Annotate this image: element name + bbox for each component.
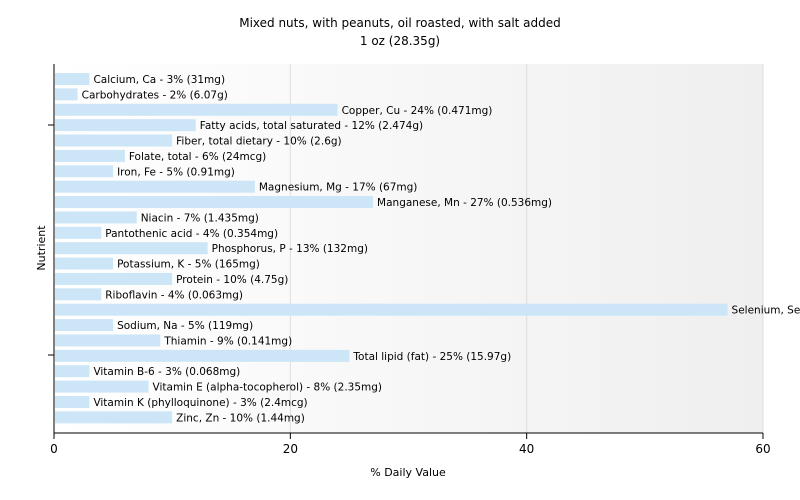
bar [55, 411, 173, 424]
bar [55, 319, 114, 332]
bar-label: Fatty acids, total saturated - 12% (2.47… [200, 120, 423, 132]
bar [55, 73, 90, 85]
bar-label: Niacin - 7% (1.435mg) [141, 212, 259, 224]
bar [55, 103, 338, 116]
bar [55, 88, 78, 101]
bar-series [55, 73, 728, 424]
bar [55, 165, 114, 178]
bar [55, 395, 90, 408]
bar [55, 380, 149, 393]
bar-label: Manganese, Mn - 27% (0.536mg) [377, 197, 552, 209]
bar-label: Folate, total - 6% (24mcg) [129, 151, 266, 163]
bar [55, 334, 161, 347]
x-tick-label: 0 [50, 442, 58, 456]
bar-label: Total lipid (fat) - 25% (15.97g) [352, 351, 511, 363]
bar [55, 288, 102, 301]
bar-label: Calcium, Ca - 3% (31mg) [93, 74, 225, 86]
bar-label: Vitamin B-6 - 3% (0.068mg) [93, 366, 240, 378]
bar [55, 134, 173, 147]
gridlines [289, 64, 764, 433]
bar [55, 226, 102, 239]
bar [55, 365, 90, 378]
bar-label: Phosphorus, P - 13% (132mg) [212, 243, 368, 255]
chart-title: Mixed nuts, with peanuts, oil roasted, w… [239, 16, 561, 30]
bar [55, 272, 173, 285]
bar [55, 349, 350, 362]
bar-label: Thiamin - 9% (0.141mg) [163, 335, 292, 347]
bar-label: Vitamin K (phylloquinone) - 3% (2.4mcg) [93, 397, 307, 409]
bar-label: Pantothenic acid - 4% (0.354mg) [105, 228, 278, 240]
x-axis-ticks: 0 20 40 60 [50, 433, 771, 456]
y-axis-label: Nutrient [35, 225, 48, 271]
x-tick-label: 40 [519, 442, 534, 456]
chart-subtitle: 1 oz (28.35g) [360, 34, 440, 48]
bar-labels: Calcium, Ca - 3% (31mg) Carbohydrates - 2… [82, 74, 800, 424]
bar [55, 119, 196, 132]
bar-label: Selenium, Se - 57% (39.9mcg) [732, 305, 800, 317]
x-tick-label: 20 [283, 442, 298, 456]
bar [55, 257, 114, 270]
bar-label: Sodium, Na - 5% (119mg) [117, 320, 253, 332]
bar-label: Magnesium, Mg - 17% (67mg) [259, 182, 418, 194]
bar-label: Protein - 10% (4.75g) [176, 274, 288, 286]
bar-label: Iron, Fe - 5% (0.91mg) [117, 166, 235, 178]
bar-label: Fiber, total dietary - 10% (2.6g) [176, 136, 341, 148]
bar [55, 211, 137, 224]
bar-label: Potassium, K - 5% (165mg) [117, 259, 260, 271]
bar [55, 180, 255, 193]
bar-label: Zinc, Zn - 10% (1.44mg) [176, 412, 305, 424]
bar-label: Riboflavin - 4% (0.063mg) [105, 289, 243, 301]
bar [55, 196, 374, 209]
bar-label: Carbohydrates - 2% (6.07g) [82, 89, 228, 101]
x-tick-label: 60 [755, 442, 770, 456]
bar-label: Vitamin E (alpha-tocopherol) - 8% (2.35m… [153, 382, 382, 394]
x-axis-label: % Daily Value [370, 466, 446, 479]
bar [55, 303, 728, 316]
bar [55, 242, 208, 255]
bar-label: Copper, Cu - 24% (0.471mg) [342, 105, 493, 117]
bar [55, 149, 125, 162]
